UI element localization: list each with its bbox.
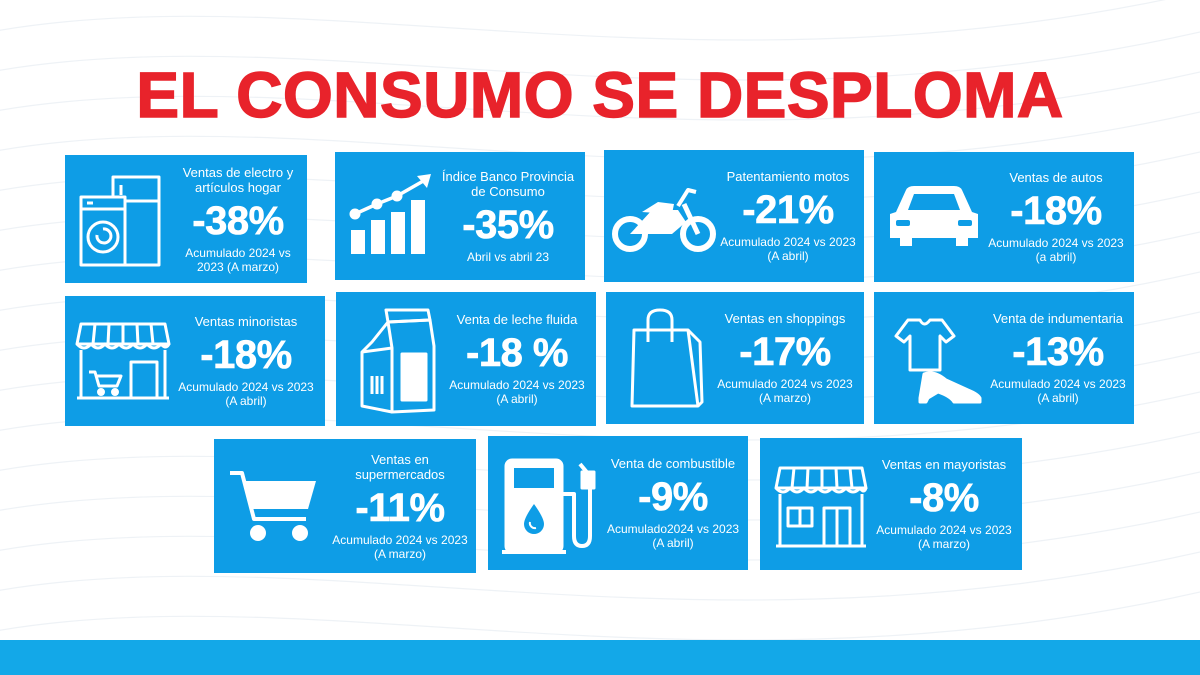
stat-label: Venta de leche fluida <box>456 312 578 327</box>
stat-label: Patentamiento motos <box>726 169 850 184</box>
stat-card-motos: Patentamiento motos -21% Acumulado 2024 … <box>604 150 864 282</box>
stat-value: -35% <box>462 202 554 247</box>
motorcycle-icon <box>612 176 716 256</box>
car-icon <box>886 182 982 250</box>
shopping-bag-icon <box>628 306 708 410</box>
clothing-icon <box>894 314 984 404</box>
stat-value: -18 % <box>466 331 569 376</box>
stat-value: -18% <box>1010 189 1102 234</box>
growth-chart-icon <box>347 168 437 258</box>
fuel-pump-icon <box>500 454 600 558</box>
stat-card-electro: Ventas de electro y artículos hogar -38%… <box>65 155 307 283</box>
storefront-icon <box>75 320 171 402</box>
stat-label: Ventas minoristas <box>194 314 298 329</box>
stat-card-minoristas: Ventas minoristas -18% Acumulado 2024 vs… <box>65 296 325 426</box>
stat-note: Acumulado 2024 vs 2023 (A marzo) <box>185 245 291 274</box>
stat-note: Abril vs abril 23 <box>466 249 550 264</box>
stat-note: Acumulado 2024 vs 2023 (A abril) <box>720 235 856 263</box>
stat-label: Ventas en shoppings <box>724 311 846 326</box>
stat-value: -9% <box>638 475 709 520</box>
stat-card-shoppings: Ventas en shoppings -17% Acumulado 2024 … <box>606 292 864 424</box>
stat-card-leche: Venta de leche fluida -18 % Acumulado 20… <box>336 292 596 426</box>
stat-note: Acumulado 2024 vs 2023 (A abril) <box>449 378 585 406</box>
stat-value: -11% <box>355 485 445 530</box>
stat-note: Acumulado 2024 vs 2023 (A marzo) <box>876 523 1012 551</box>
stat-value: -38% <box>192 198 284 243</box>
stat-label: Índice Banco Provincia de Consumo <box>441 168 575 199</box>
stat-card-autos: Ventas de autos -18% Acumulado 2024 vs 2… <box>874 152 1134 282</box>
stat-label: Ventas en supermercados <box>355 451 445 482</box>
appliances-icon <box>77 169 165 269</box>
bottom-bar <box>0 640 1200 675</box>
shopping-cart-icon <box>228 467 320 547</box>
stat-label: Venta de indumentaria <box>992 311 1124 326</box>
stat-card-supermercados: Ventas en supermercados -11% Acumulado 2… <box>214 439 476 573</box>
stat-card-indumentaria: Venta de indumentaria -13% Acumulado 202… <box>874 292 1134 424</box>
stat-note: Acumulado2024 vs 2023 (A abril) <box>606 522 740 550</box>
stat-value: -18% <box>200 333 292 378</box>
stat-value: -21% <box>742 188 834 233</box>
stat-label: Venta de combustible <box>610 456 736 471</box>
page-title: EL CONSUMO SE DESPLOMA <box>136 58 1064 132</box>
milk-carton-icon <box>358 306 438 416</box>
stat-label: Ventas de autos <box>1009 170 1103 185</box>
stat-card-mayoristas: Ventas en mayoristas -8% Acumulado 2024 … <box>760 438 1022 570</box>
stat-card-banco-provincia: Índice Banco Provincia de Consumo -35% A… <box>335 152 585 280</box>
stat-label: Ventas de electro y artículos hogar <box>182 164 294 195</box>
stat-label: Ventas en mayoristas <box>881 457 1007 472</box>
stat-note: Acumulado 2024 vs 2023 (A abril) <box>990 377 1126 405</box>
stat-value: -17% <box>739 330 831 375</box>
wholesale-store-icon <box>772 464 870 550</box>
stat-value: -8% <box>909 476 980 521</box>
stat-note: Acumulado 2024 vs 2023 (A marzo) <box>717 377 853 405</box>
stat-card-combustible: Venta de combustible -9% Acumulado2024 v… <box>488 436 748 570</box>
stat-value: -13% <box>1012 330 1104 375</box>
stat-note: Acumulado 2024 vs 2023 (a abril) <box>988 236 1124 264</box>
stat-note: Acumulado 2024 vs 2023 (A abril) <box>178 380 314 408</box>
stat-note: Acumulado 2024 vs 2023 (A marzo) <box>332 532 468 561</box>
